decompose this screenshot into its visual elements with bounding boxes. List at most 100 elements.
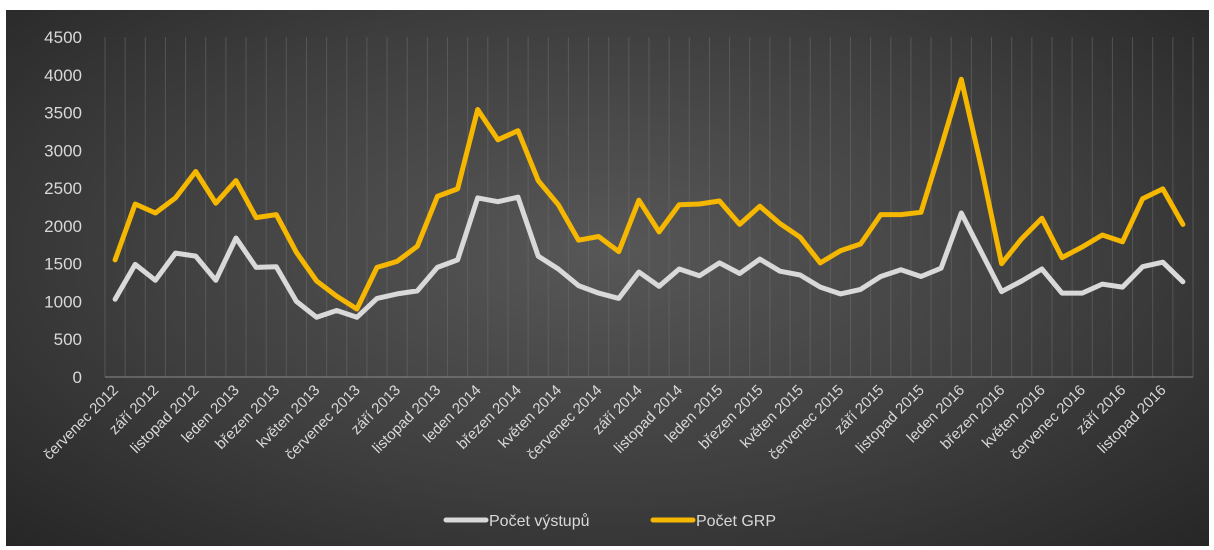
data-point xyxy=(1039,216,1044,221)
data-point xyxy=(1160,186,1165,191)
y-tick-label: 1000 xyxy=(44,292,82,311)
data-point xyxy=(516,128,521,133)
data-point xyxy=(395,259,400,264)
data-point xyxy=(677,202,682,207)
data-point xyxy=(375,265,380,270)
data-point xyxy=(737,222,742,227)
y-tick-label: 0 xyxy=(73,368,82,387)
data-point xyxy=(576,283,581,288)
data-point xyxy=(999,289,1004,294)
y-tick-label: 3000 xyxy=(44,141,82,160)
data-point xyxy=(596,234,601,239)
data-point xyxy=(193,169,198,174)
gridlines xyxy=(104,37,1194,378)
data-point xyxy=(616,249,621,254)
data-point xyxy=(294,250,299,255)
data-point xyxy=(1100,232,1105,237)
data-point xyxy=(979,165,984,170)
data-point xyxy=(314,279,319,284)
data-point xyxy=(475,107,480,112)
data-point xyxy=(798,235,803,240)
data-point xyxy=(898,212,903,217)
data-point xyxy=(1060,255,1065,260)
series-line-2 xyxy=(112,76,1186,312)
line-chart: 050010001500200025003000350040004500červ… xyxy=(40,28,1194,530)
data-point xyxy=(858,242,863,247)
data-point xyxy=(919,210,924,215)
y-tick-label: 2000 xyxy=(44,217,82,236)
data-point xyxy=(1180,222,1185,227)
legend-label-1: Počet výstupů xyxy=(489,512,590,530)
data-point xyxy=(1120,239,1125,244)
data-point xyxy=(314,315,319,320)
data-point xyxy=(173,251,178,256)
data-point xyxy=(777,221,782,226)
data-point xyxy=(959,211,964,216)
data-point xyxy=(556,266,561,271)
data-point xyxy=(1120,285,1125,290)
y-tick-label: 4500 xyxy=(44,28,82,47)
data-point xyxy=(1080,245,1085,250)
data-point xyxy=(153,211,158,216)
data-point xyxy=(516,195,521,200)
data-point xyxy=(616,296,621,301)
data-point xyxy=(556,202,561,207)
data-point xyxy=(274,212,279,217)
data-point xyxy=(596,291,601,296)
data-point xyxy=(354,307,359,312)
data-point xyxy=(133,262,138,267)
data-point xyxy=(415,288,420,293)
data-point xyxy=(536,254,541,259)
data-point xyxy=(294,299,299,304)
data-point xyxy=(475,195,480,200)
data-point xyxy=(757,204,762,209)
data-point xyxy=(173,195,178,200)
data-point xyxy=(898,267,903,272)
data-point xyxy=(1019,279,1024,284)
data-point xyxy=(1080,291,1085,296)
data-point xyxy=(677,266,682,271)
data-point xyxy=(1140,264,1145,269)
data-point xyxy=(254,215,259,220)
data-point xyxy=(495,137,500,142)
data-point xyxy=(798,273,803,278)
chart-area: 0 500 1000 1500 2000 2500 3000 3500 4000 4500 červ… xyxy=(6,10,1209,546)
data-point xyxy=(636,269,641,274)
data-point xyxy=(818,285,823,290)
data-point xyxy=(254,265,259,270)
data-point xyxy=(455,186,460,191)
data-point xyxy=(777,269,782,274)
data-point xyxy=(919,274,924,279)
data-point xyxy=(576,238,581,243)
data-point xyxy=(213,278,218,283)
data-point xyxy=(113,297,118,302)
y-tick-label: 500 xyxy=(54,330,82,349)
y-tick-label: 1500 xyxy=(44,255,82,274)
data-point xyxy=(697,273,702,278)
data-point xyxy=(717,260,722,265)
data-point xyxy=(1060,291,1065,296)
data-point xyxy=(213,201,218,206)
data-point xyxy=(153,278,158,283)
data-point xyxy=(858,287,863,292)
series-lines xyxy=(112,76,1186,320)
legend: Počet výstupů Počet GRP xyxy=(443,512,776,530)
data-point xyxy=(1140,196,1145,201)
data-point xyxy=(354,315,359,320)
data-point xyxy=(1180,279,1185,284)
data-point xyxy=(657,229,662,234)
data-point xyxy=(999,261,1004,266)
data-point xyxy=(717,198,722,203)
data-point xyxy=(536,178,541,183)
data-point xyxy=(939,145,944,150)
data-point xyxy=(233,178,238,183)
data-point xyxy=(657,284,662,289)
data-point xyxy=(757,257,762,262)
y-tick-label: 3500 xyxy=(44,104,82,123)
data-point xyxy=(193,254,198,259)
data-point xyxy=(1160,260,1165,265)
data-point xyxy=(636,198,641,203)
data-point xyxy=(435,194,440,199)
data-point xyxy=(939,266,944,271)
data-point xyxy=(737,271,742,276)
